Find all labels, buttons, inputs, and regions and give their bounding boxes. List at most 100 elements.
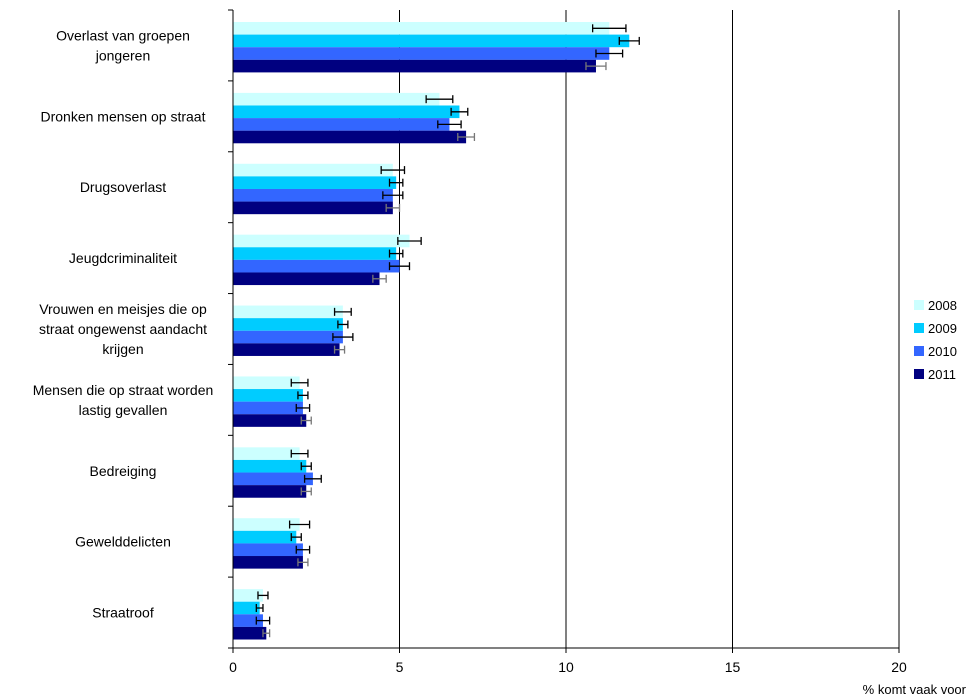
category-label: Bedreiging <box>90 463 157 479</box>
error-bar-2011-8 <box>262 629 271 638</box>
bar-2009-1 <box>233 105 460 119</box>
error-bar-2008-2 <box>380 166 406 175</box>
error-bar-2009-0 <box>618 36 640 45</box>
category-label: Straatroof <box>92 605 154 621</box>
error-bar-2009-2 <box>388 178 404 187</box>
bar-2009-2 <box>233 176 397 189</box>
error-bar-2008-3 <box>397 236 422 245</box>
x-tick-label: 5 <box>396 659 404 675</box>
bar-2010-8 <box>233 614 263 627</box>
bar-2011-5 <box>233 414 307 427</box>
error-bar-2008-6 <box>290 449 309 458</box>
error-bar-2009-7 <box>290 533 302 542</box>
bar-2010-7 <box>233 543 303 557</box>
error-bar-2009-1 <box>450 107 469 116</box>
legend-swatch-2010 <box>914 346 924 356</box>
error-bar-2010-4 <box>332 333 354 342</box>
legend-label-2010: 2010 <box>928 344 957 359</box>
bar-2008-0 <box>233 22 610 35</box>
bars <box>233 22 630 640</box>
bar-2009-0 <box>233 34 630 48</box>
error-bar-2010-2 <box>382 191 404 200</box>
bar-2009-6 <box>233 459 307 473</box>
error-bar-2010-8 <box>255 616 271 625</box>
bar-2009-3 <box>233 247 397 260</box>
error-bar-2010-1 <box>437 120 462 129</box>
category-label: Gewelddelicten <box>75 534 171 550</box>
bar-2011-4 <box>233 343 340 356</box>
legend-swatch-2008 <box>914 300 924 310</box>
error-bar-2011-7 <box>297 558 309 567</box>
bar-2010-2 <box>233 188 393 202</box>
error-bar-2009-4 <box>337 320 349 329</box>
bar-2010-5 <box>233 401 303 415</box>
bar-2008-8 <box>233 589 263 602</box>
error-bar-2011-5 <box>300 416 312 425</box>
legend-label-2008: 2008 <box>928 298 957 313</box>
error-bar-2009-3 <box>388 249 404 258</box>
error-bar-2008-1 <box>425 95 454 104</box>
error-bar-2011-1 <box>457 132 476 141</box>
bar-2008-1 <box>233 92 440 106</box>
bar-2011-1 <box>233 130 467 144</box>
x-tick-label: 15 <box>725 659 741 675</box>
x-tick-label: 10 <box>558 659 574 675</box>
category-label: Mensen die op straat worden lastig gevall… <box>33 382 214 418</box>
error-bar-2011-0 <box>585 62 607 71</box>
axes <box>228 9 900 653</box>
bar-2011-0 <box>233 59 596 73</box>
bar-2008-2 <box>233 163 393 177</box>
error-bar-2011-3 <box>372 274 387 283</box>
x-tick-label: 20 <box>891 659 907 675</box>
legend-swatch-2009 <box>914 323 924 333</box>
error-bar-2010-3 <box>388 262 411 271</box>
legend-swatch-2011 <box>914 369 924 379</box>
bar-2008-7 <box>233 518 300 531</box>
x-tick-labels: 0 5 10 15 20 <box>229 659 907 675</box>
legend-label-2009: 2009 <box>928 321 957 336</box>
bar-2008-5 <box>233 376 300 390</box>
category-label: Overlast van groepen jongeren <box>56 27 190 63</box>
bar-2011-2 <box>233 201 393 215</box>
category-label: Dronken mensen op straat <box>41 108 206 124</box>
category-label: Drugsoverlast <box>80 179 166 195</box>
x-axis-label: % komt vaak voor <box>863 682 967 697</box>
bar-2010-4 <box>233 330 343 344</box>
legend: 2008 2009 2010 2011 <box>914 298 957 382</box>
error-bar-2009-6 <box>300 462 312 471</box>
bar-2009-8 <box>233 601 260 615</box>
bar-2008-3 <box>233 234 410 248</box>
error-bar-2008-5 <box>290 378 309 387</box>
category-label: Jeugdcriminaliteit <box>69 250 177 266</box>
bar-2008-4 <box>233 305 343 319</box>
bar-2009-7 <box>233 530 297 544</box>
bar-2008-6 <box>233 447 300 460</box>
bar-2009-4 <box>233 318 343 331</box>
bar-2010-0 <box>233 47 610 60</box>
bar-2010-3 <box>233 259 400 273</box>
bar-2010-6 <box>233 472 313 486</box>
error-bar-2010-7 <box>295 545 311 554</box>
error-bar-2008-0 <box>591 24 627 33</box>
error-bar-2008-8 <box>257 591 269 600</box>
bar-2010-1 <box>233 118 450 131</box>
x-tick-label: 0 <box>229 659 237 675</box>
bar-2009-5 <box>233 389 303 402</box>
bar-2011-3 <box>233 272 380 286</box>
error-bar-2011-2 <box>385 203 401 212</box>
bar-2011-8 <box>233 626 267 640</box>
error-bar-2010-0 <box>595 49 624 58</box>
error-bar-2009-8 <box>255 604 264 613</box>
error-bars <box>255 24 640 638</box>
error-bar-2011-6 <box>300 487 312 496</box>
category-labels: Overlast van groepen jongeren Dronken mens… <box>33 27 214 620</box>
error-bar-2011-4 <box>333 345 346 354</box>
category-label: Vrouwen en meisjes die op straat ongewens… <box>39 301 207 357</box>
bar-2011-6 <box>233 485 307 498</box>
bar-2011-7 <box>233 556 303 569</box>
error-bar-2010-5 <box>295 403 311 412</box>
error-bar-2008-4 <box>333 307 352 316</box>
gridlines <box>399 10 900 648</box>
legend-label-2011: 2011 <box>928 367 956 382</box>
